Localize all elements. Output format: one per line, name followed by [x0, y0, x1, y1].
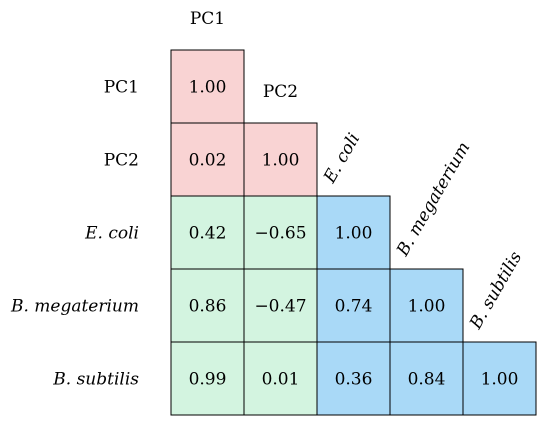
cell-value-b-megaterium-e-coli: 0.74 — [335, 297, 373, 317]
cell-value-b-megaterium-b-megaterium: 1.00 — [408, 297, 446, 317]
cell-value-pc2-pc2: 1.00 — [262, 151, 300, 171]
cell-value-b-subtilis-pc1: 0.99 — [189, 370, 227, 390]
heatmap-cell-b-subtilis-b-subtilis — [462, 341, 537, 416]
heatmap-cell-b-subtilis-pc2 — [243, 341, 318, 416]
cell-value-e-coli-e-coli: 1.00 — [335, 224, 373, 244]
heatmap-cell-b-megaterium-pc2 — [243, 268, 318, 343]
heatmap-cell-e-coli-e-coli — [316, 195, 391, 270]
row-label-b-megaterium: B. megaterium — [10, 297, 139, 317]
row-label-pc1: PC1 — [104, 78, 139, 98]
cell-value-b-megaterium-pc2: −0.47 — [254, 297, 306, 317]
cell-value-e-coli-pc1: 0.42 — [189, 224, 227, 244]
heatmap-cell-pc1-pc1 — [170, 49, 245, 124]
heatmap-cell-b-subtilis-b-megaterium — [389, 341, 464, 416]
cell-value-b-subtilis-e-coli: 0.36 — [335, 370, 373, 390]
column-label-b-subtilis: B. subtilis — [466, 248, 527, 333]
heatmap-cells: 1.00 0.02 1.00 0.42 −0.65 1.00 0.86 −0.47 0.74 1.… — [170, 49, 537, 416]
row-label-e-coli: E. coli — [84, 224, 139, 244]
column-label-pc1: PC1 — [190, 9, 225, 29]
cell-value-pc2-pc1: 0.02 — [189, 151, 227, 171]
row-labels: PC1 PC2 E. coli B. megaterium B. subtilis — [10, 78, 139, 390]
cell-value-b-subtilis-pc2: 0.01 — [262, 370, 300, 390]
heatmap-cell-e-coli-pc1 — [170, 195, 245, 270]
cell-value-e-coli-pc2: −0.65 — [254, 224, 306, 244]
heatmap-cell-b-megaterium-b-megaterium — [389, 268, 464, 343]
column-label-pc2: PC2 — [263, 82, 298, 102]
cell-value-b-subtilis-b-megaterium: 0.84 — [408, 370, 446, 390]
cell-value-b-subtilis-b-subtilis: 1.00 — [481, 370, 519, 390]
column-label-e-coli: E. coli — [320, 130, 365, 188]
heatmap-cell-pc2-pc1 — [170, 122, 245, 197]
heatmap-cell-e-coli-pc2 — [243, 195, 318, 270]
heatmap-cell-pc2-pc2 — [243, 122, 318, 197]
cell-value-b-megaterium-pc1: 0.86 — [189, 297, 227, 317]
row-label-pc2: PC2 — [104, 151, 139, 171]
row-label-b-subtilis: B. subtilis — [52, 370, 139, 390]
cell-value-pc1-pc1: 1.00 — [189, 78, 227, 98]
heatmap-cell-b-subtilis-e-coli — [316, 341, 391, 416]
column-label-b-megaterium: B. megaterium — [393, 139, 475, 261]
